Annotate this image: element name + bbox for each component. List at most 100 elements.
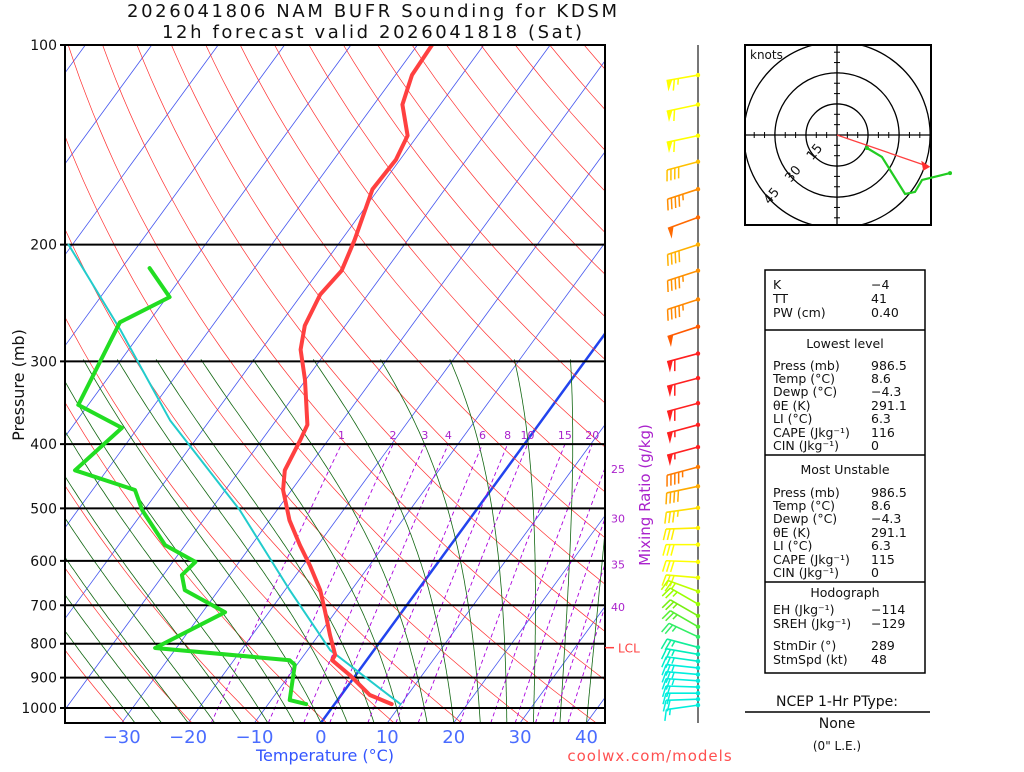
barb-full — [671, 308, 672, 319]
hodograph-stats-row-value: 48 — [871, 652, 887, 667]
barb-base-dot — [696, 160, 700, 164]
mixing-ratio-tick-label: 25 — [611, 463, 625, 476]
barb-full — [679, 195, 680, 206]
barb-pennant — [666, 80, 672, 92]
barb-base-dot — [696, 401, 700, 405]
dry-adiabat — [0, 45, 327, 723]
barb-full — [675, 197, 676, 208]
barb-base-dot — [696, 575, 700, 579]
wind-barb — [666, 484, 700, 504]
y-tick-label: 100 — [30, 38, 57, 54]
x-tick-label: −30 — [103, 727, 141, 748]
barb-base-dot — [696, 635, 700, 639]
barb-half — [673, 615, 677, 619]
lcl-label: LCL — [618, 642, 640, 656]
mixing-ratio-tick-label: 35 — [611, 559, 625, 572]
barb-full — [667, 545, 670, 556]
barb-base-dot — [696, 542, 700, 546]
hodograph-stats-row-label: StmDir (°) — [773, 638, 836, 653]
barb-full — [679, 306, 680, 317]
barb-full — [678, 490, 679, 501]
mixing-ratio-tick-label: 1 — [338, 429, 345, 442]
barb-base-dot — [696, 297, 700, 301]
wind-barb — [668, 242, 701, 265]
barb-staff — [666, 508, 698, 512]
barb-pennant — [667, 385, 673, 397]
barb-base-dot — [696, 659, 700, 663]
wind-barb — [663, 560, 701, 572]
mixing-ratio-line — [211, 444, 341, 723]
barb-base-dot — [696, 324, 700, 328]
stat-summary-label: K — [773, 277, 782, 292]
lowest-level-row-label: LI (°C) — [773, 411, 812, 426]
hodograph-stats-row-label: EH (Jkg⁻¹) — [773, 602, 835, 617]
lowest-level-row-label: CIN (Jkg⁻¹) — [773, 438, 839, 453]
barb-staff — [666, 699, 698, 700]
barb-base-dot — [696, 484, 700, 488]
barb-staff — [668, 245, 698, 255]
moist-adiabat — [450, 359, 507, 723]
stat-summary-value: 0.40 — [871, 305, 899, 320]
x-tick-label: 20 — [442, 727, 465, 748]
isotherm — [122, 45, 617, 723]
wind-barb — [667, 445, 700, 466]
barb-full — [667, 529, 670, 540]
barb-pennant — [667, 454, 673, 466]
dry-adiabat — [34, 45, 529, 723]
hodograph-stats-row-label: StmSpd (kt) — [773, 652, 848, 667]
mixing-ratio-tick-label: 3 — [421, 429, 428, 442]
barb-base-dot — [696, 645, 700, 649]
chart-title-line1: 2026041806 NAM BUFR Sounding for KDSM — [127, 1, 617, 22]
barb-full — [671, 561, 674, 572]
hodograph-stats-row-value: 289 — [871, 638, 895, 653]
barb-full — [665, 512, 666, 523]
isotherm — [0, 45, 218, 723]
most-unstable-row-value: 0 — [871, 565, 879, 580]
barb-base-dot — [696, 679, 700, 683]
barb-base-dot — [696, 215, 700, 219]
barb-full — [663, 561, 666, 572]
pressure-lines — [60, 45, 605, 708]
y-tick-label: 800 — [30, 637, 57, 653]
barb-full — [671, 529, 674, 540]
barb-pennant — [668, 226, 674, 238]
y-tick-label: 700 — [30, 598, 57, 614]
ptype-value: None — [819, 716, 856, 732]
hodograph-stats-row-value: −129 — [871, 616, 905, 631]
barb-staff — [667, 378, 698, 386]
mixing-ratio-label: Mixing Ratio (g/kg) — [636, 424, 654, 566]
most-unstable-row-label: CIN (Jkg⁻¹) — [773, 565, 839, 580]
barb-half — [678, 511, 679, 517]
barb-base-dot — [696, 652, 700, 656]
wind-barb — [663, 691, 700, 704]
barb-staff — [666, 686, 698, 687]
lowest-level-row-label: Dewp (°C) — [773, 384, 837, 399]
hodograph-units: knots — [750, 48, 783, 62]
wind-barb — [667, 160, 700, 182]
barb-staff — [666, 528, 698, 529]
credit-text: coolwx.com/models — [567, 747, 732, 765]
x-tick-label: 40 — [575, 727, 598, 748]
barb-half — [672, 658, 674, 664]
most-unstable-row-label: LI (°C) — [773, 538, 812, 553]
barb-base-dot — [696, 73, 700, 77]
moist-adiabat — [83, 359, 321, 723]
barb-half — [673, 592, 677, 596]
mixing-ratio-tick-label: 15 — [558, 429, 572, 442]
dry-adiabat — [103, 45, 664, 723]
barb-staff — [666, 575, 698, 578]
dry-adiabat — [447, 45, 1024, 723]
wind-barb — [668, 269, 701, 292]
barb-full — [668, 199, 669, 210]
y-tick-label: 300 — [30, 354, 57, 370]
barb-full — [668, 254, 669, 265]
lowest-level-row-value: 0 — [871, 438, 879, 453]
barb-full — [667, 561, 670, 572]
y-tick-label: 1000 — [21, 701, 57, 717]
wind-barb — [667, 465, 700, 487]
mixing-ratio-tick-label: 40 — [611, 601, 625, 614]
barb-pennant — [668, 335, 674, 347]
barb-staff — [666, 657, 698, 661]
